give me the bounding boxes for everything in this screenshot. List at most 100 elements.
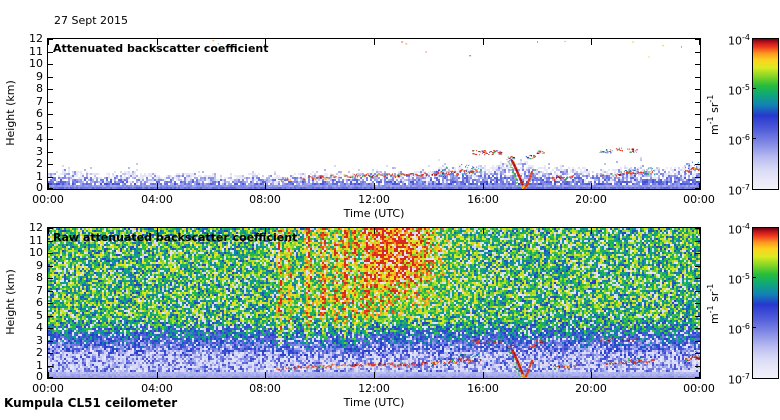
- y-tick-mark: [48, 127, 53, 128]
- y-tick-label: 5: [36, 120, 43, 133]
- y-tick-mark: [48, 114, 53, 115]
- x-tick-label: 12:00: [358, 382, 390, 395]
- x-tick-mark-top: [157, 228, 158, 234]
- colorbar-gradient-top: [753, 39, 778, 189]
- y-tick-label: 3: [36, 145, 43, 158]
- y-tick-label: 10: [29, 57, 43, 70]
- y-tick-mark-right: [695, 328, 700, 329]
- y-tick-mark: [48, 102, 53, 103]
- y-tick-mark: [48, 164, 53, 165]
- x-axis-label-top: Time (UTC): [343, 207, 405, 220]
- y-tick-label: 5: [36, 309, 43, 322]
- y-tick-mark-right: [695, 39, 700, 40]
- y-tick-mark-right: [695, 52, 700, 53]
- x-tick-mark: [265, 372, 266, 378]
- y-tick-mark: [48, 303, 53, 304]
- y-tick-mark-right: [695, 241, 700, 242]
- colorbar-tick-label: 10-5: [728, 83, 750, 98]
- y-tick-mark-right: [695, 114, 700, 115]
- y-tick-mark: [48, 341, 53, 342]
- y-tick-mark: [48, 77, 53, 78]
- x-tick-label: 12:00: [358, 193, 390, 206]
- y-tick-mark-right: [695, 89, 700, 90]
- colorbar-gradient-bottom: [753, 228, 778, 378]
- x-tick-mark: [374, 183, 375, 189]
- y-tick-label: 9: [36, 259, 43, 272]
- y-tick-label: 7: [36, 95, 43, 108]
- y-tick-mark-right: [695, 127, 700, 128]
- y-tick-mark-right: [695, 102, 700, 103]
- y-tick-mark: [48, 228, 53, 229]
- date-label: 27 Sept 2015: [54, 14, 129, 27]
- panel-raw-backscatter: Raw attenuated backscatter coefficient: [47, 227, 701, 379]
- y-tick-label: 2: [36, 157, 43, 170]
- colorbar-tick-label: 10-4: [728, 33, 750, 48]
- y-tick-mark: [48, 39, 53, 40]
- x-tick-mark-top: [265, 39, 266, 45]
- x-tick-label: 16:00: [467, 193, 499, 206]
- y-tick-label: 6: [36, 107, 43, 120]
- x-tick-label: 04:00: [141, 193, 173, 206]
- y-tick-mark-right: [695, 77, 700, 78]
- x-tick-mark-top: [483, 228, 484, 234]
- y-tick-mark-right: [695, 64, 700, 65]
- y-tick-label: 0: [36, 370, 43, 383]
- colorbar-unit-label-top: m-1 sr-1: [706, 94, 721, 136]
- y-tick-mark-right: [695, 353, 700, 354]
- colorbar-tick-label: 10-6: [728, 322, 750, 337]
- x-tick-mark: [483, 183, 484, 189]
- x-tick-label: 00:00: [32, 382, 64, 395]
- x-tick-mark: [48, 372, 49, 378]
- y-tick-mark-right: [695, 278, 700, 279]
- y-tick-mark: [48, 152, 53, 153]
- x-tick-label: 20:00: [575, 382, 607, 395]
- panel-attenuated-backscatter: Attenuated backscatter coefficient: [47, 38, 701, 190]
- x-tick-mark: [48, 183, 49, 189]
- colorbar-tick-label: 10-7: [728, 183, 750, 198]
- y-tick-label: 11: [29, 45, 43, 58]
- y-tick-mark-right: [695, 377, 700, 378]
- x-tick-mark-top: [591, 228, 592, 234]
- x-tick-mark-top: [157, 39, 158, 45]
- y-tick-mark-right: [695, 366, 700, 367]
- colorbar-tick-mark: [753, 327, 756, 328]
- y-tick-mark: [48, 253, 53, 254]
- y-tick-label: 4: [36, 321, 43, 334]
- colorbar-tick-label: 10-7: [728, 372, 750, 387]
- colorbar-bottom: [752, 227, 779, 379]
- x-tick-mark: [699, 183, 700, 189]
- y-tick-mark-right: [695, 266, 700, 267]
- x-tick-mark: [591, 183, 592, 189]
- y-tick-label: 2: [36, 346, 43, 359]
- panel-title-attenuated: Attenuated backscatter coefficient: [53, 42, 269, 55]
- x-tick-mark-top: [48, 39, 49, 45]
- instrument-label: Kumpula CL51 ceilometer: [4, 396, 178, 410]
- y-tick-label: 1: [36, 170, 43, 183]
- x-tick-mark-top: [483, 39, 484, 45]
- x-tick-label: 08:00: [249, 193, 281, 206]
- y-tick-mark: [48, 366, 53, 367]
- y-tick-label: 6: [36, 296, 43, 309]
- x-tick-label: 08:00: [249, 382, 281, 395]
- x-tick-label: 04:00: [141, 382, 173, 395]
- x-tick-mark: [591, 372, 592, 378]
- colorbar-tick-label: 10-5: [728, 272, 750, 287]
- y-tick-label: 3: [36, 334, 43, 347]
- y-tick-label: 10: [29, 246, 43, 259]
- x-tick-mark: [374, 372, 375, 378]
- y-tick-label: 8: [36, 82, 43, 95]
- colorbar-tick-mark: [753, 88, 756, 89]
- y-tick-mark-right: [695, 291, 700, 292]
- y-tick-label: 8: [36, 271, 43, 284]
- y-tick-mark: [48, 266, 53, 267]
- x-tick-mark: [699, 372, 700, 378]
- y-tick-mark-right: [695, 188, 700, 189]
- colorbar-unit-label-bottom: m-1 sr-1: [706, 283, 721, 325]
- x-tick-label: 20:00: [575, 193, 607, 206]
- x-tick-mark-top: [265, 228, 266, 234]
- x-tick-label: 16:00: [467, 382, 499, 395]
- x-tick-label: 00:00: [32, 193, 64, 206]
- x-axis-label-bottom: Time (UTC): [343, 396, 405, 409]
- y-tick-mark: [48, 291, 53, 292]
- colorbar-tick-mark: [753, 138, 756, 139]
